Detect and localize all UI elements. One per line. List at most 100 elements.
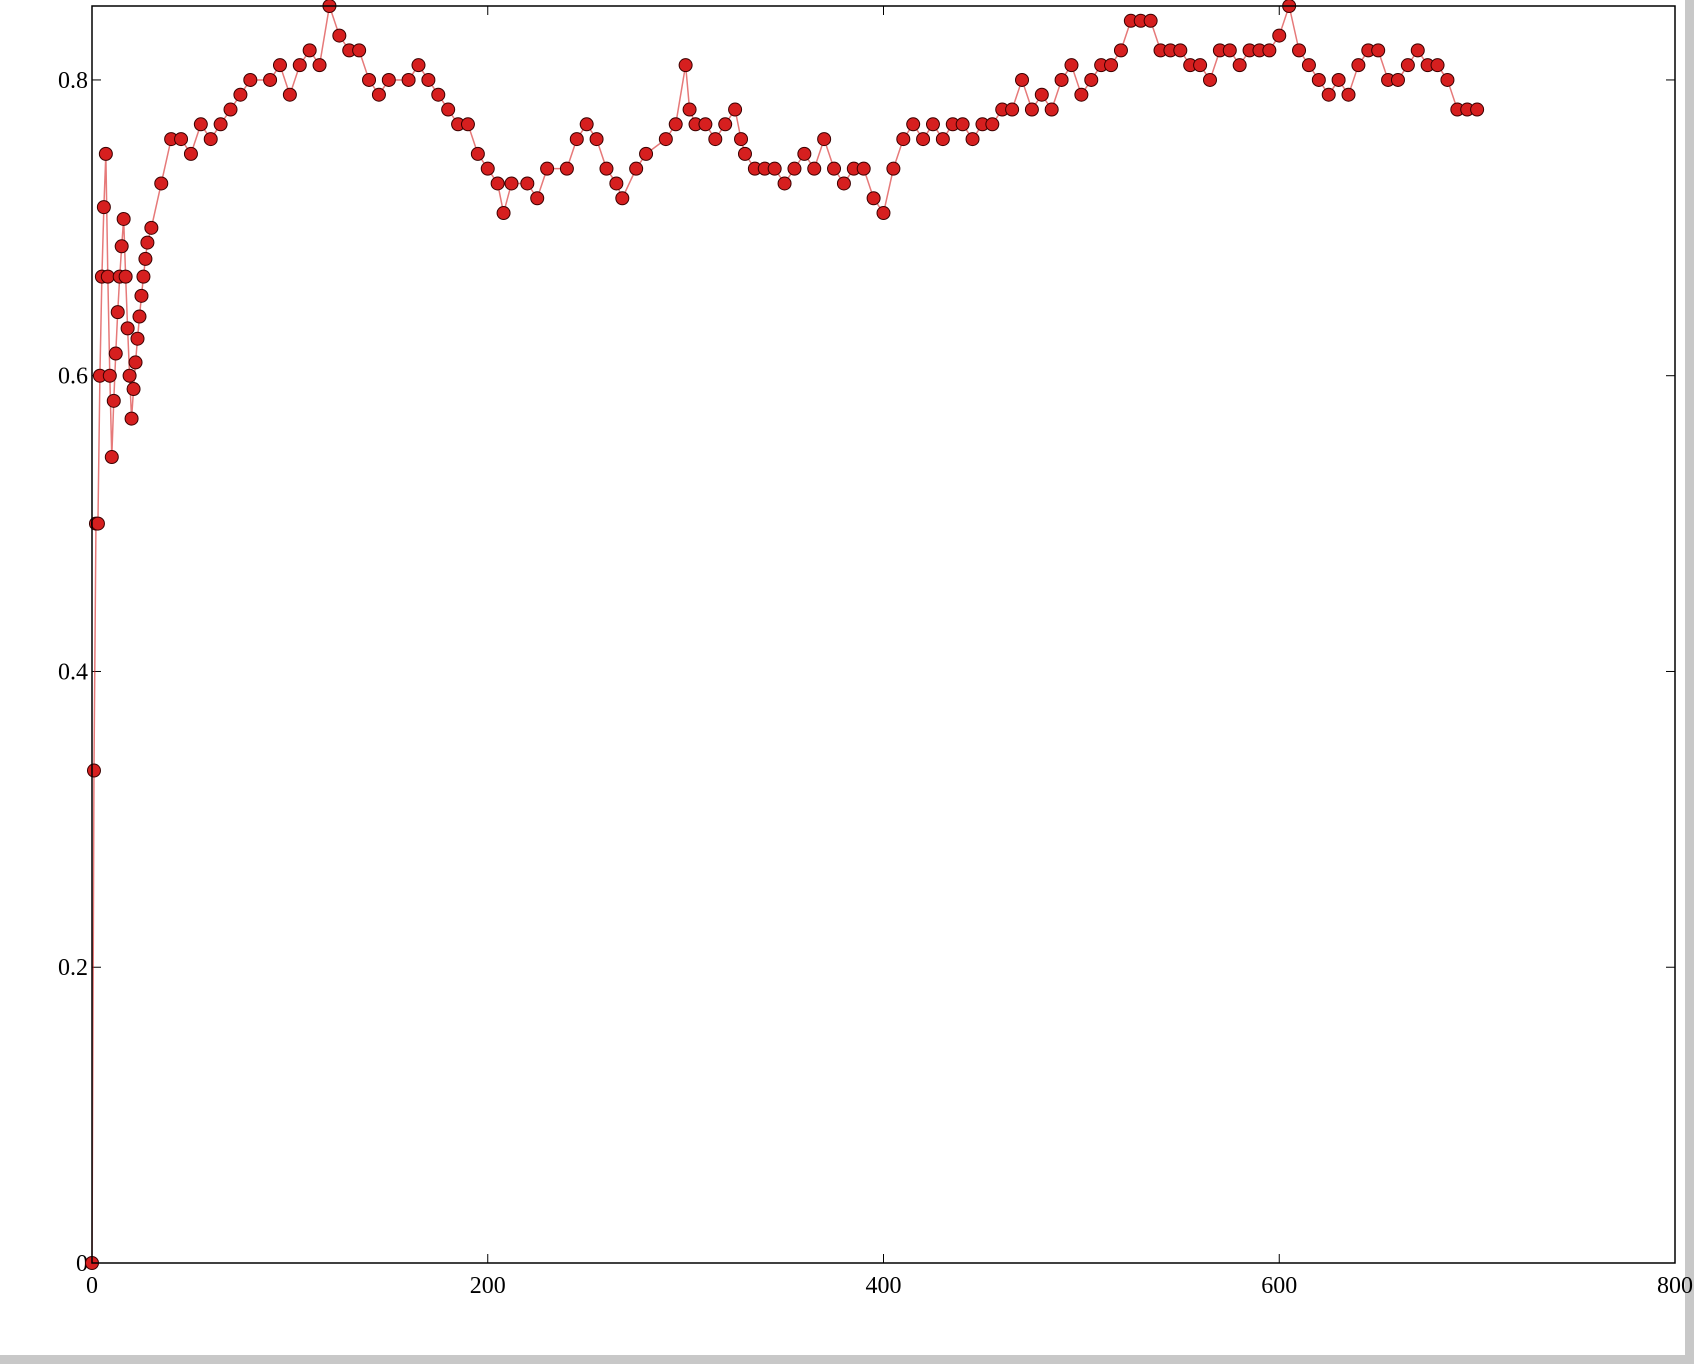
data-point: [302, 43, 317, 58]
data-point: [86, 763, 101, 778]
data-point: [629, 161, 644, 176]
x-tick-label: 600: [1261, 1273, 1297, 1299]
data-point: [104, 450, 119, 465]
data-point: [1034, 87, 1049, 102]
data-point: [1084, 72, 1099, 87]
y-tick-label: 0.2: [58, 955, 88, 981]
data-point: [272, 58, 287, 73]
data-point: [1064, 58, 1079, 73]
data-point: [114, 239, 129, 254]
data-point: [183, 146, 198, 161]
data-point: [1410, 43, 1425, 58]
data-point: [767, 161, 782, 176]
x-tick-label: 0: [86, 1273, 98, 1299]
y-tick-label: 0.8: [58, 68, 88, 94]
data-point: [108, 346, 123, 361]
data-point: [223, 102, 238, 117]
data-point: [124, 411, 139, 426]
data-point: [896, 132, 911, 147]
data-point: [1054, 72, 1069, 87]
data-point: [559, 161, 574, 176]
data-point: [817, 132, 832, 147]
data-point: [678, 58, 693, 73]
data-point: [1024, 102, 1039, 117]
data-point: [1143, 13, 1158, 28]
data-point: [955, 117, 970, 132]
data-point: [1202, 72, 1217, 87]
axes-frame: [91, 5, 1676, 1264]
data-point: [639, 146, 654, 161]
data-point: [1371, 43, 1386, 58]
data-point: [431, 87, 446, 102]
data-point: [985, 117, 1000, 132]
data-point: [116, 211, 131, 226]
data-point: [496, 206, 511, 221]
data-point: [530, 191, 545, 206]
data-point: [925, 117, 940, 132]
data-point: [1440, 72, 1455, 87]
data-point: [965, 132, 980, 147]
data-point: [98, 146, 113, 161]
window-border: [1685, 0, 1694, 1364]
data-point: [1044, 102, 1059, 117]
data-point: [371, 87, 386, 102]
data-point: [1321, 87, 1336, 102]
data-point: [263, 72, 278, 87]
data-point: [520, 176, 535, 191]
data-point: [734, 132, 749, 147]
data-point: [128, 355, 143, 370]
data-point: [100, 269, 115, 284]
data-point: [213, 117, 228, 132]
data-point: [1400, 58, 1415, 73]
x-tick-label: 200: [470, 1273, 506, 1299]
data-point: [140, 235, 155, 250]
data-point: [886, 161, 901, 176]
data-point: [1173, 43, 1188, 58]
data-point: [233, 87, 248, 102]
data-point: [1272, 28, 1287, 43]
data-point: [362, 72, 377, 87]
data-point: [1331, 72, 1346, 87]
data-point: [589, 132, 604, 147]
data-point: [470, 146, 485, 161]
data-point: [106, 393, 121, 408]
data-point: [579, 117, 594, 132]
data-point: [827, 161, 842, 176]
data-point: [126, 382, 141, 397]
window-border: [0, 1355, 1694, 1364]
data-point: [935, 132, 950, 147]
data-point: [797, 146, 812, 161]
data-point: [460, 117, 475, 132]
data-point: [118, 269, 133, 284]
data-point: [1351, 58, 1366, 73]
data-point: [836, 176, 851, 191]
data-point: [787, 161, 802, 176]
data-point: [193, 117, 208, 132]
data-point: [658, 132, 673, 147]
data-point: [134, 288, 149, 303]
data-point: [203, 132, 218, 147]
data-point: [144, 220, 159, 235]
data-point: [90, 516, 105, 531]
data-point: [682, 102, 697, 117]
data-point: [110, 305, 125, 320]
data-point: [352, 43, 367, 58]
data-point: [332, 28, 347, 43]
data-point: [1301, 58, 1316, 73]
y-tick-label: 0: [76, 1251, 88, 1277]
data-point: [174, 132, 189, 147]
data-point: [718, 117, 733, 132]
data-point: [777, 176, 792, 191]
data-point: [120, 321, 135, 336]
data-point: [599, 161, 614, 176]
series-line: [91, 3, 1478, 1264]
data-point: [540, 161, 555, 176]
data-point: [504, 176, 519, 191]
data-point: [282, 87, 297, 102]
data-point: [96, 200, 111, 215]
data-point: [1015, 72, 1030, 87]
data-point: [737, 146, 752, 161]
data-point: [401, 72, 416, 87]
data-point: [615, 191, 630, 206]
